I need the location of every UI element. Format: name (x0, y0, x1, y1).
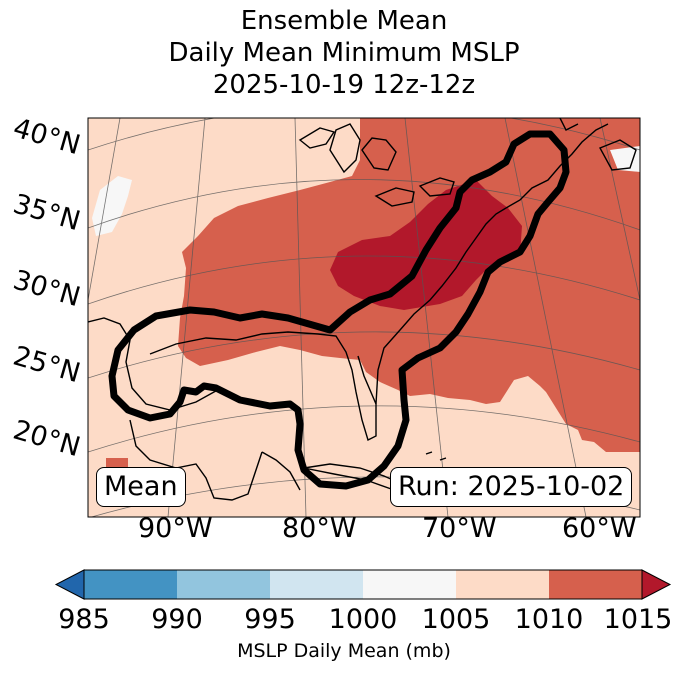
lon-label-70w: 70°W (422, 513, 497, 544)
colorbar-tick-1015: 1015 (603, 604, 673, 635)
mean-contour-outline (108, 130, 570, 490)
colorbar-tick-995: 995 (244, 604, 296, 635)
colorbar (54, 569, 672, 600)
pressure-field (88, 118, 640, 517)
map-frame (87, 117, 641, 518)
colorbar-segment-1005-1010 (456, 570, 549, 599)
pressure-fill-1000-1005-ne (610, 146, 640, 172)
lon-label-90w: 90°W (138, 513, 213, 544)
coastlines (88, 118, 637, 501)
colorbar-tick-1010: 1010 (514, 604, 584, 635)
colorbar-segment-1010-1015 (549, 570, 642, 599)
colorbar-tick-985: 985 (58, 604, 110, 635)
figure-title-line-3: 2025-10-19 12z-12z (212, 70, 476, 100)
run-date-box: Run: 2025-10-02 (390, 467, 633, 507)
colorbar-tick-990: 990 (151, 604, 203, 635)
colorbar-segment-985-990 (84, 570, 177, 599)
graticule (88, 118, 640, 517)
colorbar-label: MSLP Daily Mean (mb) (237, 640, 451, 662)
figure-title-line-1: Ensemble Mean (240, 6, 448, 36)
lon-label-60w: 60°W (562, 513, 637, 544)
colorbar-segment-995-1000 (270, 570, 363, 599)
colorbar-segment-1000-1005 (363, 570, 456, 599)
lon-label-80w: 80°W (282, 513, 357, 544)
colorbar-under-arrow (54, 569, 85, 600)
colorbar-tick-1005: 1005 (421, 604, 491, 635)
figure-title-line-2: Daily Mean Minimum MSLP (168, 38, 520, 68)
colorbar-frame (83, 569, 643, 600)
colorbar-tick-1000: 1000 (328, 604, 398, 635)
colorbar-over-arrow (641, 569, 672, 600)
mean-label-box: Mean (96, 467, 186, 507)
colorbar-segment-990-995 (177, 570, 270, 599)
